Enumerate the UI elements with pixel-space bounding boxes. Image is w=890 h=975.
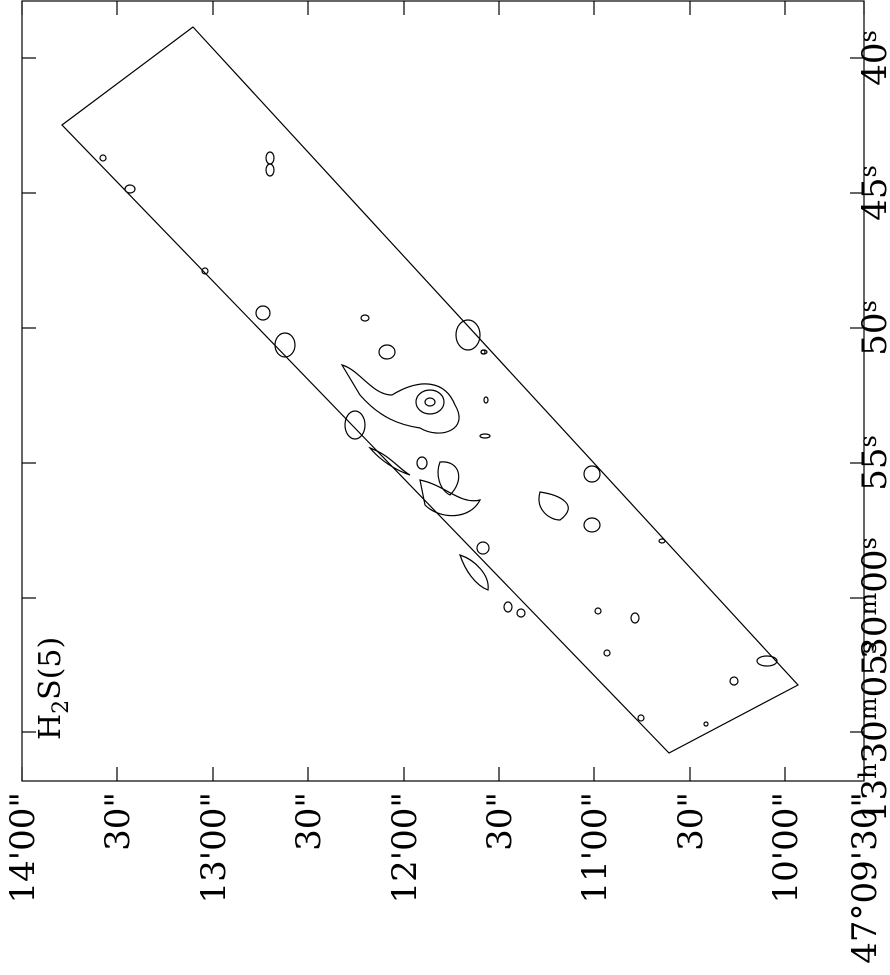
plot-frame: [21, 0, 865, 782]
tick-number: 00: [855, 550, 890, 593]
right-tick-label: 13h30m05s: [854, 642, 890, 822]
tick-unit: s: [854, 642, 882, 654]
bottom-tick-label: 30": [671, 792, 711, 851]
bottom-tick-label: 30": [289, 792, 329, 851]
tick-number: 30: [855, 616, 890, 659]
tick-number: 40: [855, 43, 890, 86]
bottom-tick-label: 30": [98, 792, 138, 851]
tick-number: 05: [855, 654, 890, 697]
bottom-tick-label: 10'00": [766, 792, 806, 904]
right-tick-label: 30m00s: [854, 537, 890, 659]
tick-unit: h: [854, 763, 882, 778]
right-tick-label: 45s: [854, 165, 890, 221]
right-tick-label: 50s: [854, 300, 890, 356]
right-tick-label: 40s: [854, 30, 890, 86]
tick-unit: s: [854, 165, 882, 177]
label-subscript: 2: [49, 700, 74, 714]
contours: [61, 26, 799, 754]
tick-unit: m: [854, 697, 882, 720]
tick-number: 55: [855, 448, 890, 491]
label-part: H: [33, 714, 68, 740]
tick-unit: s: [854, 537, 882, 549]
bottom-tick-label: 12'00": [385, 792, 425, 904]
slit-outline: [61, 26, 799, 754]
tick-number: 45: [855, 178, 890, 221]
tick-unit: s: [854, 300, 882, 312]
tick-unit: s: [854, 435, 882, 447]
bottom-tick-label: 13'00": [194, 792, 234, 904]
tick-number: 50: [855, 313, 890, 356]
bottom-tick-label: 30": [480, 792, 520, 851]
tick-number: 30: [855, 720, 890, 763]
tick-unit: m: [854, 593, 882, 616]
right-tick-label: 55s: [854, 435, 890, 491]
tick-number: 13: [855, 779, 890, 822]
bottom-tick-label: 14'00": [3, 792, 43, 904]
bottom-tick-label: 47°09'30": [845, 792, 885, 964]
plot-label: H2S(5): [33, 637, 74, 740]
label-part: S(5): [33, 637, 68, 700]
tick-unit: s: [854, 30, 882, 42]
bottom-tick-label: 11'00": [575, 792, 615, 904]
